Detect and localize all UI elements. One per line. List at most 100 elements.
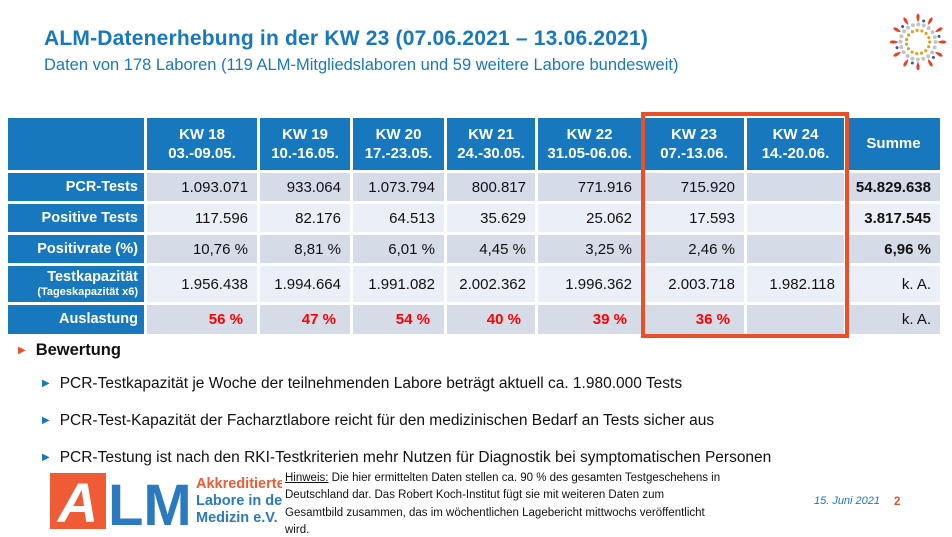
data-cell: 3,25 %: [538, 235, 641, 263]
table-row-pcr-tests: PCR-Tests 1.093.071 933.064 1.073.794 80…: [8, 173, 940, 201]
summe-cell: k. A.: [847, 305, 940, 334]
kw-label: KW 23: [671, 125, 717, 143]
column-header-kw22: KW 22 31.05-06.06.: [538, 118, 641, 170]
column-header-summe: Summe: [847, 118, 940, 170]
bewertung-item-text: PCR-Testung ist nach den RKI-Testkriteri…: [59, 449, 772, 466]
data-cell: 47 %: [260, 305, 350, 334]
data-cell: 36 %: [644, 305, 744, 334]
kw-range: 31.05-06.06.: [547, 145, 632, 162]
data-cell: 40 %: [447, 305, 535, 334]
column-header-kw19: KW 19 10.-16.05.: [260, 118, 350, 170]
summe-cell: k. A.: [847, 266, 940, 302]
column-header-kw24: KW 24 14.-20.06.: [747, 118, 844, 170]
kw-range: 17.-23.05.: [364, 145, 433, 162]
row-label-positivrate: Positivrate (%): [8, 235, 144, 263]
data-cell: 933.064: [260, 173, 350, 201]
hinweis-label: Hinweis:: [285, 472, 329, 484]
data-cell: 64.513: [353, 204, 444, 232]
data-cell: 35.629: [447, 204, 535, 232]
page-number: 2: [894, 496, 901, 508]
data-cell: 1.956.438: [147, 266, 257, 302]
row-label-testkapazitaet: Testkapazität (Tageskapazität x6): [8, 266, 144, 302]
row-label-positive-tests: Positive Tests: [8, 204, 144, 232]
data-cell: 17.593: [644, 204, 744, 232]
summe-cell: 54.829.638: [847, 173, 940, 201]
data-cell: 1.994.664: [260, 266, 350, 302]
row-label-auslastung: Auslastung: [8, 305, 144, 334]
column-header-kw21: KW 21 24.-30.05.: [447, 118, 535, 170]
data-cell: 800.817: [447, 173, 535, 201]
data-cell: 82.176: [260, 204, 350, 232]
data-cell: 2.002.362: [447, 266, 535, 302]
summe-cell: 3.817.545: [847, 204, 940, 232]
bewertung-section: ▶ Bewertung ▶ PCR-Testkapazität je Woche…: [18, 341, 948, 486]
virus-inner-ring: [904, 28, 932, 56]
data-cell: 25.062: [538, 204, 641, 232]
page-subtitle: Daten von 178 Laboren (119 ALM-Mitglieds…: [44, 56, 679, 74]
alm-logo-text-line2: Labore in der: [196, 493, 282, 509]
data-cell-empty: [747, 235, 844, 263]
row-label-pcr-tests: PCR-Tests: [8, 173, 144, 201]
column-header-kw20: KW 20 17.-23.05.: [353, 118, 444, 170]
kw-range: 07.-13.06.: [660, 145, 728, 162]
data-cell: 1.991.082: [353, 266, 444, 302]
triangle-bullet-icon: ▶: [42, 378, 50, 389]
kw-range: 10.-16.05.: [271, 145, 339, 162]
alm-logo-letters-lm: LM: [108, 473, 192, 533]
alm-logo-letter-a: A: [56, 471, 98, 533]
table-row-auslastung: Auslastung 56 % 47 % 54 % 40 % 39 % 36 %…: [8, 305, 940, 334]
data-cell: 10,76 %: [147, 235, 257, 263]
virus-outer-ring: [898, 22, 938, 62]
triangle-bullet-icon: ▶: [42, 415, 50, 426]
bewertung-item: ▶ PCR-Testkapazität je Woche der teilneh…: [42, 375, 948, 393]
kw-label: KW 21: [468, 125, 514, 143]
kw-label: KW 18: [179, 125, 225, 143]
data-cell: 1.982.118: [747, 266, 844, 302]
page-title: ALM-Datenerhebung in der KW 23 (07.06.20…: [44, 27, 649, 50]
data-cell: 1.073.794: [353, 173, 444, 201]
data-cell: 56 %: [147, 305, 257, 334]
column-header-kw18: KW 18 03.-09.05.: [147, 118, 257, 170]
data-cell: 39 %: [538, 305, 641, 334]
alm-logo-text-line3: Medizin e.V.: [196, 510, 278, 526]
kw-label: KW 20: [375, 125, 422, 143]
table-header-row: KW 18 03.-09.05. KW 19 10.-16.05. KW 20 17.…: [8, 118, 940, 170]
triangle-bullet-icon: ▶: [42, 452, 50, 463]
data-cell-empty: [747, 173, 844, 201]
triangle-bullet-icon: ▶: [18, 344, 26, 356]
kw-label: KW 22: [566, 125, 613, 143]
bewertung-heading-label: Bewertung: [35, 341, 121, 359]
data-cell: 117.596: [147, 204, 257, 232]
data-cell: 1.093.071: [147, 173, 257, 201]
data-cell: 1.996.362: [538, 266, 641, 302]
summe-cell: 6,96 %: [847, 235, 940, 263]
bewertung-item-text: PCR-Test-Kapazität der Facharztlabore re…: [59, 412, 715, 429]
hinweis-note: Hinweis: Die hier ermittelten Daten stel…: [285, 470, 723, 537]
data-cell: 2,46 %: [644, 235, 744, 263]
alm-logo-text-line1: Akkreditierte: [196, 476, 282, 492]
row-label-sub: (Tageskapazität x6): [37, 286, 138, 299]
alm-logo: A LM Akkreditierte Labore in der Medizin…: [50, 471, 282, 533]
bewertung-item: ▶ PCR-Test-Kapazität der Facharztlabore …: [42, 412, 948, 430]
data-cell-empty: [747, 305, 844, 334]
slide-date: 15. Juni 2021: [813, 495, 881, 507]
bewertung-heading: ▶ Bewertung: [18, 341, 948, 360]
column-header-kw23: KW 23 07.-13.06.: [644, 118, 744, 170]
data-cell-empty: [747, 204, 844, 232]
data-cell: 4,45 %: [447, 235, 535, 263]
table-corner-cell: [8, 118, 144, 170]
data-cell: 2.003.718: [644, 266, 744, 302]
kw-range: 14.-20.06.: [761, 145, 830, 162]
kw-data-table: KW 18 03.-09.05. KW 19 10.-16.05. KW 20 17.…: [5, 115, 943, 337]
alm-logo-square: [50, 473, 106, 529]
coronavirus-icon: [889, 13, 947, 71]
kw-label: KW 19: [282, 125, 328, 143]
row-label-main: Testkapazität: [47, 269, 138, 286]
virus-blue-dots: [895, 19, 941, 65]
kw-range: 24.-30.05.: [457, 145, 525, 162]
bewertung-item-text: PCR-Testkapazität je Woche der teilnehme…: [59, 375, 683, 392]
virus-spikes: [889, 13, 947, 71]
data-cell: 771.916: [538, 173, 641, 201]
data-cell: 715.920: [644, 173, 744, 201]
data-cell: 8,81 %: [260, 235, 350, 263]
